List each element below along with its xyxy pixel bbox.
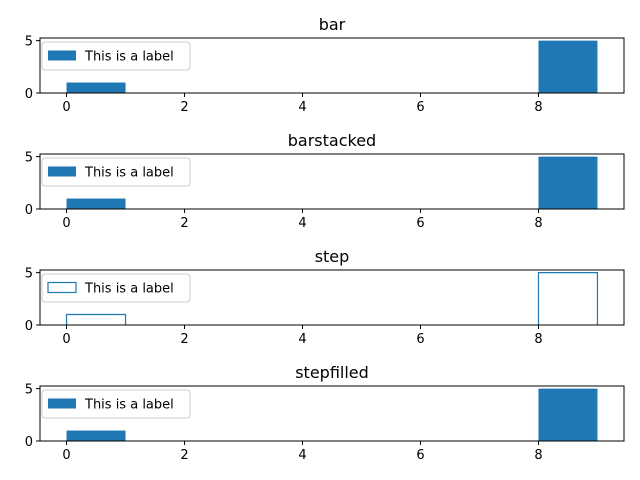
x-tick-label: 8 — [534, 216, 542, 231]
legend-box — [41, 389, 191, 419]
x-tick-label: 4 — [298, 216, 306, 231]
subplot-title: stepfilled — [295, 363, 369, 382]
x-tick-label: 8 — [534, 100, 542, 115]
axes-frame — [39, 385, 625, 442]
legend-box — [41, 41, 191, 71]
hist-bar — [538, 388, 598, 441]
x-tick-label: 0 — [62, 216, 70, 231]
axes-frame — [39, 269, 625, 326]
legend-label: This is a label — [84, 50, 174, 65]
subplot-step: step 0 2 4 6 8 0 5 This is a label — [25, 247, 625, 347]
legend-box — [41, 273, 191, 303]
y-tick-label: 5 — [25, 267, 33, 282]
legend-label: This is a label — [84, 166, 174, 181]
x-tick-label: 4 — [298, 448, 306, 463]
legend: This is a label — [41, 389, 191, 419]
subplot-barstacked: barstacked 0 2 4 6 8 0 5 This is a label — [25, 131, 625, 231]
x-tick-label: 8 — [534, 332, 542, 347]
hist-bar — [66, 430, 126, 441]
x-tick-label: 8 — [534, 448, 542, 463]
hist-bar — [66, 198, 126, 209]
x-tick-label: 0 — [62, 100, 70, 115]
subplot-stepfilled: stepfilled 0 2 4 6 8 0 5 This is a label — [25, 363, 625, 463]
axes-frame — [39, 153, 625, 210]
legend-label: This is a label — [84, 282, 174, 297]
y-tick-label: 5 — [25, 383, 33, 398]
x-tick-label: 2 — [180, 216, 188, 231]
hist-bar — [538, 156, 598, 209]
y-tick-label: 0 — [25, 319, 33, 334]
y-tick-label: 0 — [25, 203, 33, 218]
y-tick-label: 0 — [25, 87, 33, 102]
legend-swatch — [48, 50, 76, 61]
subplot-bar: bar 0 2 4 6 8 0 5 This is a label — [25, 15, 625, 115]
x-tick-label: 6 — [416, 216, 424, 231]
legend: This is a label — [41, 157, 191, 187]
legend-label: This is a label — [84, 398, 174, 413]
x-tick-label: 0 — [62, 448, 70, 463]
subplot-title: step — [315, 247, 350, 266]
x-tick-label: 6 — [416, 332, 424, 347]
legend-swatch — [47, 281, 77, 294]
y-tick-label: 0 — [25, 435, 33, 450]
hist-bar — [538, 40, 598, 93]
legend: This is a label — [41, 41, 191, 71]
subplot-title: barstacked — [288, 131, 376, 150]
legend-box — [41, 157, 191, 187]
axes-frame — [39, 37, 625, 94]
x-tick-label: 4 — [298, 332, 306, 347]
subplot-title: bar — [319, 15, 346, 34]
x-tick-label: 4 — [298, 100, 306, 115]
hist-bar — [66, 82, 126, 93]
x-tick-label: 2 — [180, 448, 188, 463]
y-tick-label: 5 — [25, 151, 33, 166]
hist-step-bin — [65, 313, 127, 325]
x-tick-label: 6 — [416, 100, 424, 115]
legend-swatch — [48, 398, 76, 409]
x-tick-label: 2 — [180, 100, 188, 115]
x-tick-label: 6 — [416, 448, 424, 463]
legend: This is a label — [41, 273, 191, 303]
hist-step-bin — [537, 272, 599, 325]
x-tick-label: 0 — [62, 332, 70, 347]
legend-swatch — [48, 166, 76, 177]
y-tick-label: 5 — [25, 35, 33, 50]
x-tick-label: 2 — [180, 332, 188, 347]
